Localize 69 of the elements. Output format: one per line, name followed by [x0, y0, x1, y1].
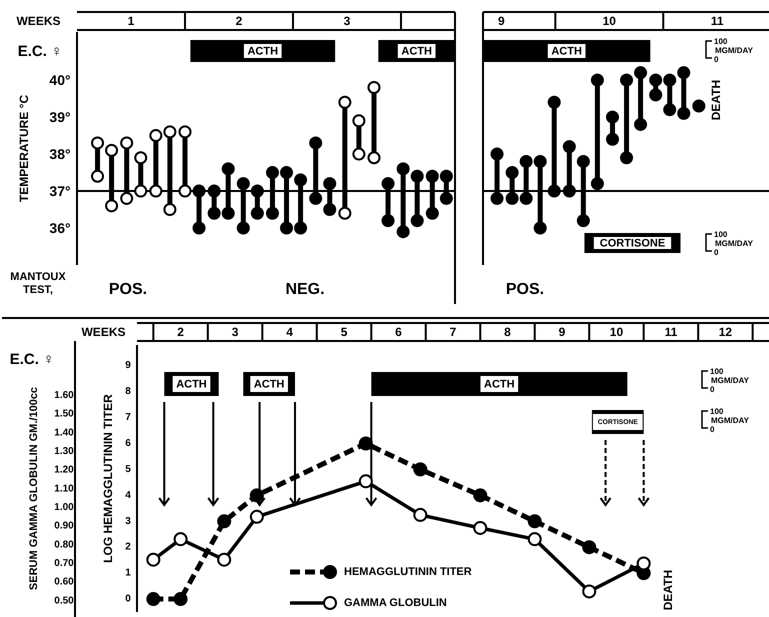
y-tick-label: 38° — [49, 146, 71, 162]
y2-tick-label: 0.60 — [54, 576, 74, 588]
text: NEG. — [285, 281, 325, 298]
text: MANTOUX TEST, — [10, 271, 66, 296]
y2-tick-label: 1.30 — [54, 446, 74, 457]
x-tick-label: 12 — [718, 325, 732, 339]
y-tick-label: 8 — [125, 386, 132, 398]
y2-tick-label: 1.40 — [54, 427, 74, 438]
x-tick-label: 3 — [344, 14, 351, 28]
x-tick-label: 2 — [177, 325, 184, 339]
annotation: 100 MGM/DAY 0 — [714, 230, 754, 257]
y2-tick-label: 1.50 — [54, 408, 74, 420]
x-tick-label: 11 — [710, 14, 724, 28]
band-label: ACTH — [551, 46, 582, 58]
annotation: 100 MGM/DAY 0 — [710, 367, 750, 394]
x-tick-label: 3 — [232, 325, 239, 339]
y-tick-label: 2 — [125, 542, 132, 553]
legend-label: HEMAGGLUTININ TITER — [344, 566, 472, 578]
x-axis-title: WEEKS — [81, 325, 126, 339]
annotation: 100 MGM/DAY 0 — [710, 407, 750, 434]
x-tick-label: 7 — [450, 325, 457, 339]
x-tick-label: 2 — [236, 14, 243, 28]
x-axis-title: WEEKS — [16, 14, 61, 28]
y2-axis-title: SERUM GAMMA GLOBULIN GM./100cc — [28, 386, 40, 590]
text: POS. — [506, 281, 544, 298]
band-label: ACTH — [254, 378, 284, 390]
annotation: DEATH — [661, 570, 675, 610]
band-label: ACTH — [247, 46, 278, 58]
y-tick-label: 9 — [125, 360, 132, 372]
y-tick-label: 7 — [125, 412, 132, 424]
x-tick-label: 9 — [498, 14, 506, 28]
y-tick-label: 3 — [125, 516, 132, 527]
y2-tick-label: 0.80 — [54, 539, 74, 550]
x-tick-label: 10 — [602, 14, 616, 28]
x-tick-label: 10 — [610, 325, 624, 339]
y2-tick-label: 1.00 — [54, 502, 74, 513]
y-tick-label: 0 — [125, 594, 132, 605]
y2-tick-label: 1.20 — [54, 464, 74, 476]
y-tick-label: 39° — [49, 109, 71, 126]
annotation: 100 MGM/DAY 0 — [714, 37, 754, 64]
y-tick-label: 4 — [125, 490, 132, 501]
y-tick-label: 37° — [49, 183, 71, 200]
x-tick-label: 4 — [286, 325, 294, 339]
band-label: ACTH — [401, 46, 432, 58]
y2-tick-label: 1.60 — [54, 390, 74, 401]
annotation: DEATH — [709, 80, 723, 120]
text: E.C. ♀ — [10, 351, 54, 368]
y2-tick-label: 0.90 — [54, 520, 74, 532]
text: E.C. ♀ — [18, 43, 62, 60]
y2-tick-label: 1.10 — [54, 483, 74, 494]
y-axis-title: TEMPERATURE °C — [17, 94, 31, 202]
y-tick-label: 5 — [125, 464, 132, 475]
x-tick-label: 11 — [664, 325, 678, 339]
x-tick-label: 6 — [395, 325, 402, 339]
x-tick-label: 5 — [340, 325, 348, 339]
x-tick-label: 9 — [558, 325, 566, 339]
y-axis-title: LOG HEMAGGLUTININ TITER — [101, 394, 115, 563]
band-label: CORTISONE — [600, 238, 666, 250]
y-tick-label: 36° — [49, 220, 71, 236]
y2-tick-label: 0.70 — [54, 558, 74, 569]
band-label: ACTH — [176, 378, 207, 390]
text: POS. — [108, 281, 148, 298]
y-tick-label: 1 — [125, 568, 132, 579]
y2-tick-label: 0.50 — [54, 595, 74, 606]
y-tick-label: 6 — [125, 438, 132, 450]
y-tick-label: 40° — [49, 72, 71, 88]
band-label: ACTH — [484, 378, 515, 390]
x-tick-label: 8 — [504, 325, 512, 339]
legend-label: GAMMA GLOBULIN — [344, 597, 447, 609]
